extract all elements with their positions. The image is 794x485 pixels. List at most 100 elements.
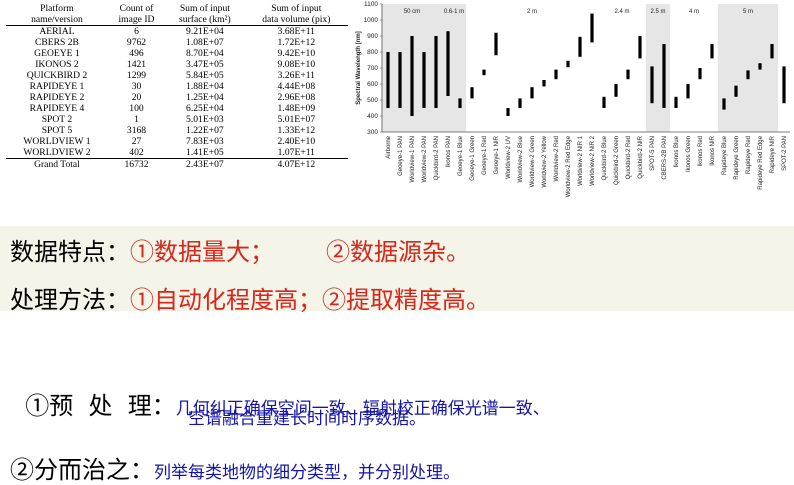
- wavelength-bar: [782, 66, 786, 104]
- x-tick-label: Rapideye NIR: [770, 135, 776, 173]
- wavelength-bar: [482, 69, 486, 76]
- x-tick-label: Airborne: [386, 135, 392, 158]
- table-cell: 2.96E+08: [277, 92, 316, 103]
- x-tick-label: Worldview-2 PAN: [422, 136, 428, 182]
- x-tick-label: Geoeye-1 Green: [470, 136, 476, 181]
- group-shade: [646, 4, 670, 132]
- x-tick-label: Ikonos Red: [698, 136, 704, 166]
- wavelength-bar: [722, 98, 726, 110]
- wavelength-bar: [494, 32, 498, 56]
- table-cell: 3.47E+05: [186, 59, 224, 70]
- table-cell: 6: [134, 26, 139, 37]
- table-header-row: Platform name/version Count of image ID …: [6, 3, 348, 26]
- table-cell: 1.48E+09: [277, 103, 316, 114]
- methods-text: ①自动化程度高；②提取精度高。: [130, 286, 490, 314]
- wavelength-bar: [770, 44, 774, 59]
- wavelength-bar: [626, 69, 630, 80]
- x-tick-label: CBERS-2B PAN: [662, 136, 668, 180]
- wavelength-bar: [698, 68, 702, 80]
- table-row: GEOEYE 1 496 8.70E+04 9.42E+10: [6, 48, 348, 59]
- table-cell: AERIAL: [39, 26, 75, 37]
- x-tick-label: Ikonos Green: [686, 136, 692, 172]
- table-cell: 1.33E+12: [277, 125, 316, 136]
- x-tick-label: SPOT-2 PAN: [782, 136, 788, 171]
- table-row: QUICKBIRD 2 1299 5.84E+05 3.26E+11: [6, 70, 348, 81]
- table-cell: 1299: [126, 70, 147, 81]
- x-tick-label: Quickbird-2 Blue: [602, 135, 608, 180]
- wavelength-bar: [710, 44, 714, 59]
- table-cell: 1.08E+07: [186, 37, 224, 48]
- group-label: 5 m: [743, 9, 753, 15]
- y-tick-label: 1100: [364, 1, 378, 8]
- table-cell: 496: [129, 48, 144, 59]
- table-row: RAPIDEYE 4 100 6.25E+04 1.48E+09: [6, 103, 348, 114]
- y-tick-label: 900: [367, 33, 378, 40]
- wavelength-bar: [662, 44, 666, 108]
- x-tick-label: Geoeye-1 Red: [482, 136, 488, 175]
- wavelength-bar: [386, 52, 390, 108]
- table-cell: 1.25E+04: [186, 92, 224, 103]
- table-cell: RAPIDEYE 1: [29, 81, 85, 92]
- x-tick-label: Worldview-2 UV: [506, 136, 512, 179]
- group-label: 0.6-1 m: [444, 9, 464, 15]
- table-cell: 1.88E+04: [186, 81, 224, 92]
- table-row: RAPIDEYE 1 30 1.88E+04 4.44E+08: [6, 81, 348, 92]
- features-line: 数据特点：①数据量大； ②数据源杂。: [10, 232, 470, 267]
- x-tick-label: Rapideye Green: [734, 136, 740, 180]
- table-row: AERIAL 6 9.21E+04 3.68E+11: [6, 26, 348, 38]
- table-total-row: Grand Total 16732 2.43E+07 4.07E+12: [6, 158, 348, 170]
- table-cell: 5.84E+05: [186, 70, 224, 81]
- divide-label: ②分而治之：: [10, 456, 154, 484]
- x-tick-label: Quickbird-2 PAN: [434, 136, 440, 180]
- table-cell: 2.40E+10: [277, 136, 316, 147]
- wavelength-bar: [566, 60, 570, 68]
- table-cell: SPOT 5: [41, 125, 73, 136]
- table-cell: 7.83E+03: [186, 136, 224, 147]
- x-tick-label: Ikonos Blue: [674, 135, 680, 167]
- wavelength-bar: [518, 98, 522, 108]
- y-tick-label: 700: [367, 65, 378, 72]
- table-row: WORLDVIEW 2 402 1.41E+05 1.07E+11: [6, 147, 348, 159]
- platform-table: Platform name/version Count of image ID …: [6, 3, 348, 170]
- table-cell: 3.26E+11: [277, 70, 315, 81]
- x-tick-label: SPOT-5 PAN: [650, 136, 656, 171]
- table-row: WORLDVIEW 1 27 7.83E+03 2.40E+10: [6, 136, 348, 147]
- wavelength-bar: [614, 84, 618, 97]
- x-tick-label: Worldview-2 Red: [554, 136, 560, 182]
- x-tick-label: Worldview-2 NIR 1: [578, 135, 584, 186]
- y-tick-label: 500: [367, 97, 378, 104]
- table-cell: RAPIDEYE 4: [29, 103, 85, 114]
- wavelength-bar: [590, 13, 594, 43]
- table-cell: 9.42E+10: [277, 48, 316, 59]
- table-cell: 5.01E+03: [186, 114, 224, 125]
- wavelength-bar: [410, 36, 414, 116]
- y-tick-label: 600: [367, 81, 378, 88]
- group-label: 50 cm: [404, 9, 420, 15]
- table-cell: 1.22E+07: [186, 125, 224, 136]
- y-tick-label: 400: [367, 113, 378, 120]
- table-total-cell: Grand Total: [6, 158, 108, 170]
- group-label: 2 m: [527, 9, 537, 15]
- divide-line: ②分而治之：列举每类地物的细分类型，并分别处理。: [10, 450, 460, 485]
- wavelength-bar: [506, 108, 510, 116]
- wavelength-bar: [554, 69, 558, 80]
- table-cell: 6.25E+04: [186, 103, 224, 114]
- wavelength-bar: [542, 80, 546, 87]
- table-row: RAPIDEYE 2 20 1.25E+04 2.96E+08: [6, 92, 348, 103]
- x-tick-label: Worldview-2 Green: [530, 136, 536, 187]
- group-label: 2.5 m: [650, 9, 665, 15]
- table-cell: 8.70E+04: [186, 48, 224, 59]
- y-axis-title: Spectral Wavelength [nm]: [356, 31, 362, 104]
- preprocess-text-1: 几何纠正确保空间一致、辐射校正确保光谱一致、: [175, 399, 550, 419]
- feature-1: ①数据量大；: [130, 238, 274, 266]
- y-tick-label: 1000: [364, 17, 379, 24]
- preprocess-text-2: 空谱融合重建长时间时序数据。: [188, 409, 426, 429]
- table-cell: GEOEYE 1: [34, 48, 80, 59]
- x-tick-label: Rapideye Red: [746, 136, 752, 174]
- group-label: 2.4 m: [614, 9, 629, 15]
- wavelength-bar: [746, 70, 750, 80]
- table-row: IKONOS 2 1421 3.47E+05 9.08E+10: [6, 59, 348, 70]
- group-shade: [718, 4, 778, 132]
- table-cell: 1: [134, 114, 139, 125]
- wavelength-bar: [446, 31, 450, 97]
